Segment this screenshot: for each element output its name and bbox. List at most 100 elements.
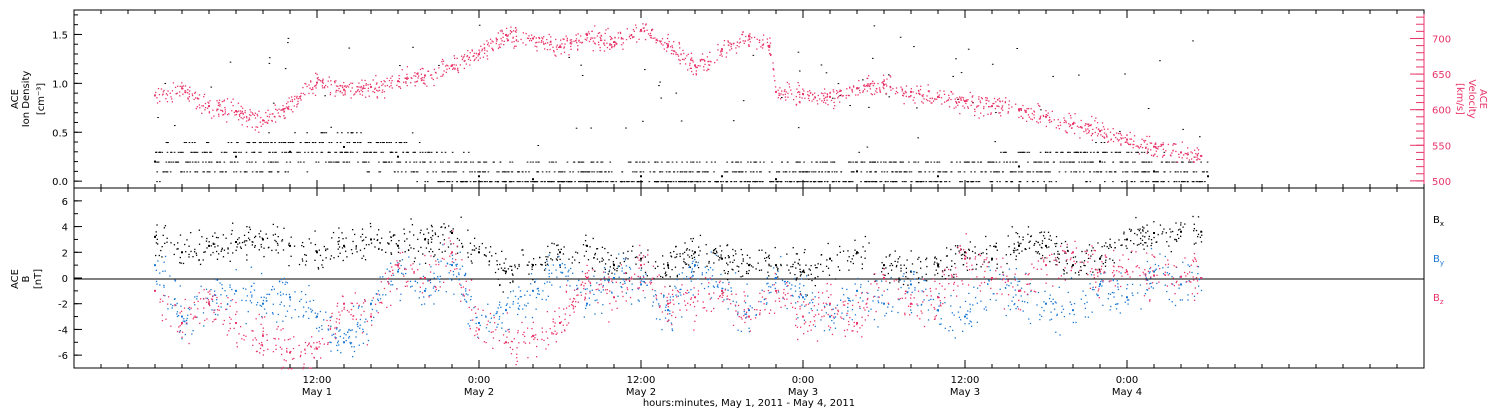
by-series-point [1059, 334, 1061, 336]
velocity-series-point [739, 38, 741, 40]
bx-series-point [723, 269, 725, 272]
density-series-point [721, 175, 723, 178]
velocity-series-point [811, 100, 813, 102]
velocity-series-point [453, 55, 455, 57]
velocity-series-point [585, 39, 588, 41]
velocity-series-point [266, 121, 268, 123]
velocity-series-point [422, 67, 424, 70]
density-series-point [180, 151, 183, 153]
density-series-point [1005, 181, 1007, 183]
velocity-series-point [506, 35, 508, 37]
bx-series-point [338, 246, 341, 248]
density-series-point [352, 132, 354, 134]
density-series-point [1016, 47, 1019, 49]
by-series-point [678, 273, 680, 275]
velocity-series-point [904, 90, 907, 93]
bx-series-point [995, 246, 997, 248]
bx-series-point [767, 271, 769, 273]
velocity-series-point [269, 113, 271, 116]
by-series-point [791, 284, 793, 286]
velocity-series-point [985, 96, 987, 99]
by-series-point [167, 308, 169, 310]
bx-series-point [727, 264, 729, 266]
density-series-point [154, 160, 156, 163]
bx-series-point [768, 254, 770, 256]
velocity-series-point [179, 95, 181, 97]
velocity-series-point [185, 91, 187, 93]
density-series-point [232, 151, 235, 153]
velocity-series-point [293, 98, 296, 100]
density-series-point [672, 181, 675, 183]
velocity-series-point [218, 115, 220, 117]
velocity-series-point [678, 58, 680, 61]
velocity-series-point [208, 105, 210, 108]
bx-series-point [1155, 241, 1157, 243]
bx-series-point [806, 294, 808, 296]
velocity-series-point [378, 89, 381, 92]
velocity-series-point [867, 85, 869, 87]
density-series-point [538, 161, 540, 163]
velocity-series-point [606, 46, 609, 49]
density-series-point [1133, 171, 1136, 173]
bx-series-point [1178, 237, 1180, 240]
bx-series-point [201, 236, 203, 238]
density-series-point [1127, 151, 1130, 153]
velocity-series-point [721, 50, 723, 52]
bx-series-point [212, 242, 214, 244]
velocity-series-point [655, 39, 658, 41]
density-series-point [1126, 171, 1129, 173]
velocity-series-point [575, 34, 577, 36]
velocity-series-point [561, 43, 563, 45]
density-series-point [1121, 161, 1124, 163]
velocity-series-point [1112, 140, 1115, 143]
density-series-point [366, 151, 369, 153]
velocity-series-point [1155, 142, 1157, 144]
density-series-point [487, 171, 490, 173]
bx-series-point [685, 263, 688, 265]
density-series-point [910, 171, 913, 173]
bx-series-point [957, 245, 959, 247]
velocity-series-point [989, 106, 991, 108]
density-series-point [585, 171, 587, 173]
velocity-series-point [600, 38, 602, 40]
bx-series-point [483, 254, 486, 256]
velocity-series-point [420, 73, 423, 75]
density-series-point [608, 171, 610, 173]
density-series-point [175, 161, 177, 163]
velocity-series-point [515, 35, 518, 38]
bx-series-point [602, 259, 605, 261]
bx-series-point [338, 240, 340, 242]
velocity-series-point [221, 110, 224, 113]
velocity-series-point [986, 99, 988, 101]
bx-series-point [173, 253, 175, 256]
bx-series-point [995, 242, 998, 244]
velocity-series-point [929, 100, 931, 102]
density-series-point [705, 161, 708, 163]
velocity-series-point [988, 106, 990, 108]
bx-series-point [1007, 235, 1009, 237]
density-series-point [1082, 171, 1085, 173]
velocity-series-point [546, 49, 549, 51]
density-series-point [720, 181, 722, 183]
density-series-point [410, 171, 413, 173]
velocity-series-point [335, 80, 337, 82]
velocity-series-point [246, 117, 248, 119]
velocity-series-point [390, 77, 392, 79]
velocity-series-point [774, 79, 776, 82]
density-series-point [806, 171, 808, 173]
velocity-series-point [415, 81, 418, 83]
density-series-point [498, 171, 500, 173]
velocity-series-point [343, 88, 345, 91]
bx-series-point [502, 269, 504, 271]
density-series-point [255, 171, 258, 173]
density-series-point [504, 171, 506, 173]
velocity-series-point [987, 113, 989, 115]
velocity-series-point [253, 114, 256, 117]
bx-series-point [1041, 254, 1044, 257]
density-series-point [590, 161, 593, 163]
velocity-series-point [878, 87, 881, 89]
velocity-series-point [300, 95, 302, 97]
velocity-series-point [517, 40, 519, 43]
velocity-series-point [570, 48, 572, 50]
velocity-series-point [454, 67, 456, 69]
